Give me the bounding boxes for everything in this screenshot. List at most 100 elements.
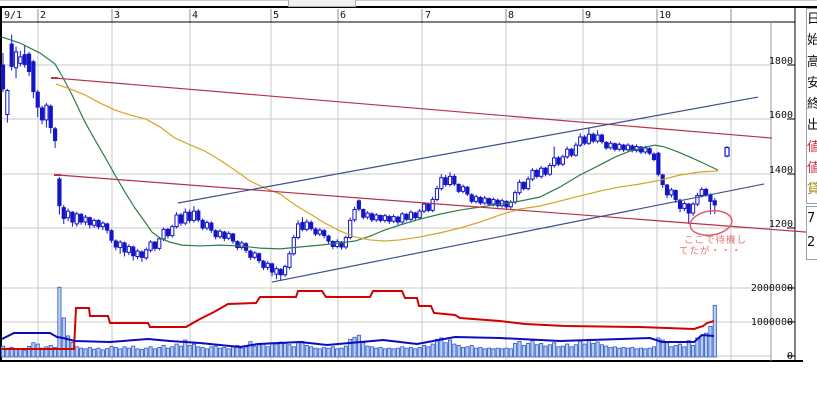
volume-bar <box>200 347 205 358</box>
candle-body-down <box>48 105 53 128</box>
candle-body-up <box>669 189 674 196</box>
x-axis-label: 10 <box>659 10 671 21</box>
candle-body-up <box>304 221 309 230</box>
volume-bar <box>417 347 422 358</box>
ma-line-green <box>1 36 719 250</box>
volume-bar <box>552 342 557 358</box>
x-axis-label: 4 <box>192 10 198 21</box>
volume-bar <box>22 349 27 358</box>
candle-body-up <box>539 167 544 177</box>
candle-body-up <box>560 156 565 165</box>
candle-body-down <box>122 242 127 253</box>
volume-bar <box>96 347 101 358</box>
volume-bar <box>113 347 118 358</box>
candle-body-down <box>230 233 236 242</box>
candle-body-down <box>131 246 136 257</box>
volume-bar <box>330 346 335 358</box>
volume-bar <box>74 346 79 358</box>
volume-bar <box>673 345 678 358</box>
candle-body-down <box>22 54 27 65</box>
volume-bar <box>165 347 170 358</box>
volume-bar <box>317 348 322 358</box>
volume-bar <box>209 346 214 358</box>
panel-row: 高 <box>807 52 817 73</box>
volume-bar <box>469 345 474 358</box>
candle-body-down <box>591 133 596 142</box>
volume-bar <box>586 338 591 358</box>
volume-bar <box>87 347 92 358</box>
panel-row: 終 <box>807 94 817 115</box>
candle-body-up <box>682 203 687 209</box>
volume-bar <box>183 339 188 358</box>
candle-body-up <box>408 211 414 220</box>
volume-bar <box>261 342 266 358</box>
volume-bar <box>244 346 249 358</box>
candle-body-down <box>612 143 618 150</box>
candle-body-down <box>686 203 691 214</box>
volume-bar <box>608 347 613 358</box>
volume-bar <box>517 340 522 358</box>
candle-body-up <box>513 192 518 203</box>
candle-body-down <box>96 219 101 228</box>
candle-body-down <box>87 217 92 226</box>
volume-bar <box>304 345 309 358</box>
x-axis-label: 2 <box>40 10 46 21</box>
volume-bar <box>513 342 518 358</box>
volume-bar <box>148 346 153 358</box>
hand-annotation-text: ここで待機し てたが・・・ <box>679 235 774 257</box>
panel-row: 2 <box>807 235 816 250</box>
volume-bar <box>14 349 19 358</box>
candle-body-up <box>183 211 188 224</box>
volume-bar <box>465 346 470 358</box>
candle-body-up <box>439 177 444 190</box>
volume-bar <box>361 342 366 358</box>
candle-body-up <box>595 134 600 142</box>
volume-axis-label: 1000000 <box>751 317 793 328</box>
volume-bar <box>270 342 275 358</box>
candle-body-up <box>643 147 648 153</box>
volume-bar <box>105 348 110 358</box>
volume-bar <box>378 347 383 358</box>
candle-body-down <box>495 199 500 207</box>
volume-bar <box>248 341 253 358</box>
candle-body-up <box>447 175 453 186</box>
volume-bar <box>348 338 353 358</box>
candle-body-up <box>573 144 578 156</box>
volume-bar <box>691 345 696 358</box>
volume-bar <box>665 342 670 358</box>
candle-body-up <box>126 245 131 253</box>
candle-body-up <box>274 268 279 275</box>
candle-body-up <box>482 197 487 204</box>
candle-body-up <box>526 178 531 190</box>
candle-body-down <box>534 169 539 177</box>
volume-bar <box>638 347 643 358</box>
volume-bar <box>9 347 14 358</box>
volume-bar <box>335 348 340 358</box>
candle-body-down <box>426 203 431 211</box>
candle-body-down <box>469 194 474 202</box>
candle-body-up <box>348 219 353 238</box>
candle-body-down <box>9 43 14 67</box>
volume-bar <box>196 346 201 358</box>
x-axis-label: 7 <box>425 10 431 21</box>
volume-bar <box>434 338 439 358</box>
volume-bar <box>413 348 418 358</box>
candle-body-down <box>0 64 6 90</box>
volume-bar <box>235 345 240 358</box>
volume-bar <box>482 348 487 358</box>
volume-red-step-line <box>2 289 715 350</box>
candle-body-up <box>191 210 197 221</box>
volume-bar <box>252 345 257 358</box>
volume-bar <box>582 343 587 358</box>
candle-body-down <box>309 222 314 230</box>
candle-body-up <box>421 203 427 212</box>
candle-body-down <box>79 213 84 223</box>
volume-bar <box>170 346 175 358</box>
candle-body-up <box>460 186 466 192</box>
candle-body-up <box>144 249 149 259</box>
candle-body-up <box>265 262 270 268</box>
volume-bar <box>400 346 405 358</box>
candle-body-down <box>543 167 548 175</box>
